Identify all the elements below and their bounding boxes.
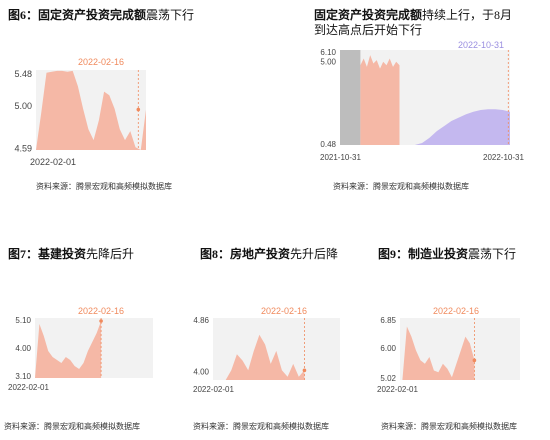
source-note: 资料来源：腾景宏观和高频模拟数据库 [193,422,329,431]
marker-date-label: 2022-02-16 [433,306,479,316]
source-note: 资料来源：腾景宏观和高频模拟数据库 [4,422,140,431]
series-area-0 [225,334,305,380]
x-tick-label: 2021-10-31 [320,153,361,162]
y-tick-label: 6.85 [380,316,396,325]
real-estate-investment-chart: 2022-02-16 4.86 4.00 2022-02-01 [193,306,340,394]
panel-title: 图6：固定资产投资完成额震荡下行 [8,8,194,23]
series-area-1 [360,55,400,145]
panel-title-bold: 图8：房地产投资 [200,247,291,261]
y-tick-label: 3.10 [15,372,31,381]
marker-date-label: 2022-02-16 [78,306,124,316]
infrastructure-investment-chart: 2022-02-16 5.10 4.00 3.10 2022-02-01 [8,306,153,392]
y-tick-label: 0.48 [320,140,336,149]
series-area-0 [36,70,146,150]
panel-title-bold: 图6：固定资产投资完成额 [8,8,147,22]
y-tick-label: 5.00 [320,57,336,66]
y-tick-label: 5.48 [14,69,32,79]
x-tick-label: 2022-02-01 [377,385,418,394]
x-tick-label: 2022-10-31 [483,153,524,162]
y-tick-label: 6.10 [320,48,336,57]
series-area-0 [402,326,475,380]
marker-point [136,107,141,112]
panel-title-bold: 图9：制造业投资 [378,247,469,261]
source-note: 资料来源：腾景宏观和高频模拟数据库 [333,182,469,191]
series-area-0 [35,321,102,378]
series-area-2 [414,109,510,145]
panel-title: 图9：制造业投资震荡下行 [378,247,516,262]
panel-title: 固定资产投资完成额持续上行，于8月到达高点后开始下行 [314,8,514,38]
marker-date-label: 2022-02-16 [261,306,307,316]
panel-title-rest: 震荡下行 [468,247,517,261]
fixed-asset-investment-chart: 2022-02-16 5.48 5.00 4.59 2022-02-01 [14,57,146,167]
marker-date-label: 2022-02-16 [78,57,124,67]
panel-title-rest: 持续上行，于8月到达高点后开始下行 [314,8,513,37]
y-tick-label: 4.86 [193,316,209,325]
manufacturing-investment-chart: 2022-02-16 6.85 6.00 5.02 2022-02-01 [377,306,520,394]
y-tick-label: 4.00 [15,344,31,353]
x-tick-label: 2022-02-01 [193,385,234,394]
x-tick-label: 2022-02-01 [30,157,76,167]
marker-point [99,319,103,323]
panel-title-rest: 震荡下行 [146,8,195,22]
marker-point [472,358,477,363]
panel-title-bold: 固定资产投资完成额 [314,8,423,22]
source-note: 资料来源：腾景宏观和高频模拟数据库 [36,182,172,191]
y-tick-label: 5.00 [14,101,32,111]
marker-point [302,368,307,373]
panel-title-rest: 先升后降 [290,247,339,261]
marker-date-label: 2022-10-31 [458,40,504,50]
panel-title: 图7：基建投资先降后升 [8,247,134,262]
y-tick-label: 4.59 [14,143,32,153]
panel-title-bold: 图7：基建投资 [8,247,87,261]
y-tick-label: 4.00 [193,367,209,376]
fixed-asset-investment-yearly-chart: 2022-10-31 6.105.00 0.48 2021-10-31 2022-10-… [320,40,524,162]
y-tick-label: 5.10 [15,316,31,325]
y-tick-label: 6.00 [380,344,396,353]
panel-title: 图8：房地产投资先升后降 [200,247,338,262]
source-note: 资料来源：腾景宏观和高频模拟数据库 [381,422,517,431]
panel-title-rest: 先降后升 [86,247,135,261]
series-area-0 [340,50,361,145]
y-tick-label: 5.02 [380,374,396,383]
x-tick-label: 2022-02-01 [8,383,49,392]
